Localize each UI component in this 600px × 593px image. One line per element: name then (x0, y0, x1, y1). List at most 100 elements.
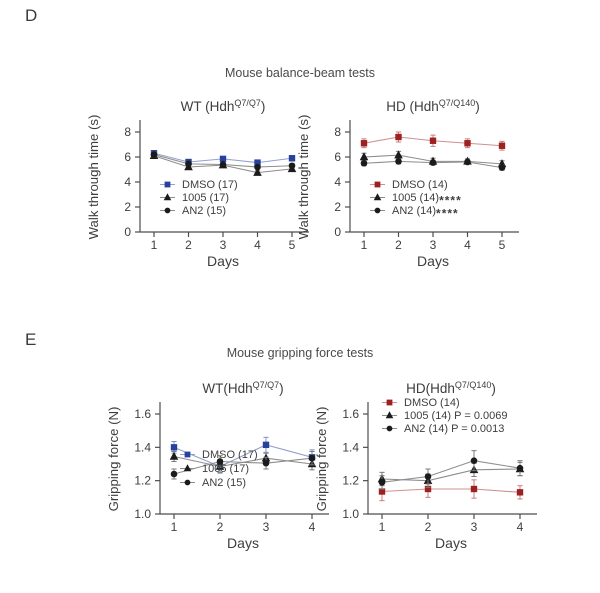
marker-circle (498, 164, 506, 171)
marker-circle (216, 458, 224, 465)
marker-circle (150, 151, 158, 158)
series-line-2 (173, 457, 313, 475)
panel-label-e: E (25, 330, 37, 349)
svg-text:1.2: 1.2 (342, 474, 359, 488)
legend-label: AN2 (14)**** (392, 205, 459, 221)
legend-label: DMSO (17) (202, 449, 258, 461)
svg-text:3: 3 (471, 520, 478, 534)
legend: DMSO (14)1005 (14)****AN2 (14)**** (370, 179, 461, 221)
marker-circle (308, 454, 316, 462)
marker-circle (262, 459, 270, 467)
marker-square (288, 155, 296, 162)
svg-text:2: 2 (334, 200, 341, 214)
series-markers-2 (150, 151, 296, 171)
svg-text:8: 8 (124, 125, 131, 139)
svg-text:1.6: 1.6 (342, 407, 359, 421)
marker-square (429, 137, 437, 144)
svg-text:2: 2 (124, 200, 131, 214)
marker-square (170, 444, 178, 451)
legend-label: AN2 (15) (202, 477, 246, 489)
svg-text:1.4: 1.4 (342, 440, 359, 454)
svg-text:2: 2 (395, 238, 402, 252)
svg-text:1: 1 (361, 238, 368, 252)
x-tick-labels: 1 2 3 4 (379, 520, 524, 534)
legend-label: DMSO (14) (404, 397, 460, 409)
legend-marker (184, 479, 191, 486)
marker-circle (170, 470, 178, 478)
marker-circle (219, 161, 227, 168)
legend-marker (183, 464, 192, 472)
svg-text:1.2: 1.2 (134, 474, 151, 488)
svg-text:1: 1 (171, 520, 178, 534)
marker-circle (288, 162, 296, 170)
legend-marker (163, 193, 172, 201)
series-markers-2 (360, 158, 506, 171)
legend-label: DMSO (17) (182, 179, 238, 191)
svg-text:4: 4 (254, 238, 261, 252)
x-tick-labels: 1 2 3 4 5 (361, 238, 506, 252)
marker-circle (464, 158, 471, 166)
y-tick-labels: 0 2 4 6 8 (124, 125, 131, 239)
svg-text:3: 3 (220, 238, 227, 252)
series-line-0 (381, 488, 521, 493)
y-axis-label: Walk through time (s) (86, 115, 101, 240)
legend-label: AN2 (15) (182, 205, 226, 217)
svg-text:2: 2 (185, 238, 192, 252)
svg-text:1.0: 1.0 (342, 507, 359, 521)
x-axis-label: Days (227, 535, 259, 551)
chart-title: WT(HdhQ7/Q7) (202, 380, 283, 396)
marker-triangle (394, 150, 403, 159)
marker-square (219, 155, 227, 163)
marker-circle (395, 158, 402, 165)
chart-svg: 0 2 4 6 8 1 2 3 4 5 WT (HdhQ7/Q7) Walk through time… (86, 98, 309, 269)
chart-gripping-force-wt: 1.0 1.2 1.4 1.6 1 2 3 4 WT(HdhQ7/Q7) Gripping for… (104, 372, 339, 564)
legend-marker (164, 181, 171, 188)
marker-square (424, 485, 432, 493)
panel-label-d: D (25, 6, 38, 25)
x-tick-labels: 1 2 3 4 5 (151, 238, 296, 252)
svg-text:2: 2 (217, 520, 224, 534)
marker-circle (254, 163, 261, 171)
svg-text:0: 0 (124, 225, 131, 239)
legend: DMSO (17) 1005 (17) AN2 (15) (180, 449, 258, 489)
y-axis-label: Walk through time (s) (296, 115, 311, 240)
marker-square (395, 133, 402, 141)
marker-circle (516, 464, 524, 472)
series-markers-2 (170, 454, 316, 478)
y-tick-labels: 1.0 1.2 1.4 1.6 (134, 407, 151, 521)
y-axis-label: Gripping force (N) (314, 407, 329, 512)
legend-label: 1005 (17) (202, 463, 249, 475)
svg-text:4: 4 (309, 520, 316, 534)
marker-square (254, 159, 261, 166)
series-markers-2 (378, 457, 524, 486)
axes (345, 120, 519, 237)
legend-marker (374, 207, 381, 214)
legend-marker (386, 425, 393, 432)
svg-text:5: 5 (499, 238, 506, 252)
svg-text:3: 3 (263, 520, 270, 534)
y-axis-label: Gripping force (N) (106, 407, 121, 512)
svg-text:8: 8 (334, 125, 341, 139)
x-axis-label: Days (207, 253, 239, 269)
chart-balance-beam-wt: 0 2 4 6 8 1 2 3 4 5 WT (HdhQ7/Q7) Walk through time… (84, 90, 319, 282)
marker-square (498, 142, 506, 149)
legend-label: 1005 (14) P = 0.0069 (404, 410, 507, 422)
legend-marker (385, 411, 394, 419)
chart-title: HD (HdhQ7/Q140) (386, 98, 480, 114)
marker-square (470, 485, 478, 493)
x-axis-label: Days (435, 535, 467, 551)
marker-square (360, 140, 368, 147)
axes (155, 402, 329, 519)
svg-text:0: 0 (334, 225, 341, 239)
marker-circle (185, 160, 192, 168)
legend-marker (373, 193, 382, 201)
svg-text:2: 2 (425, 520, 432, 534)
svg-text:6: 6 (124, 150, 131, 164)
y-tick-labels: 0 2 4 6 8 (334, 125, 341, 239)
section-title-gripping-force: Mouse gripping force tests (226, 346, 374, 360)
legend-label: 1005 (17) (182, 192, 229, 204)
marker-square (378, 488, 386, 495)
chart-balance-beam-hd: 0 2 4 6 8 1 2 3 4 5 HD (HdhQ7/Q140) Walk through ti… (294, 90, 529, 282)
